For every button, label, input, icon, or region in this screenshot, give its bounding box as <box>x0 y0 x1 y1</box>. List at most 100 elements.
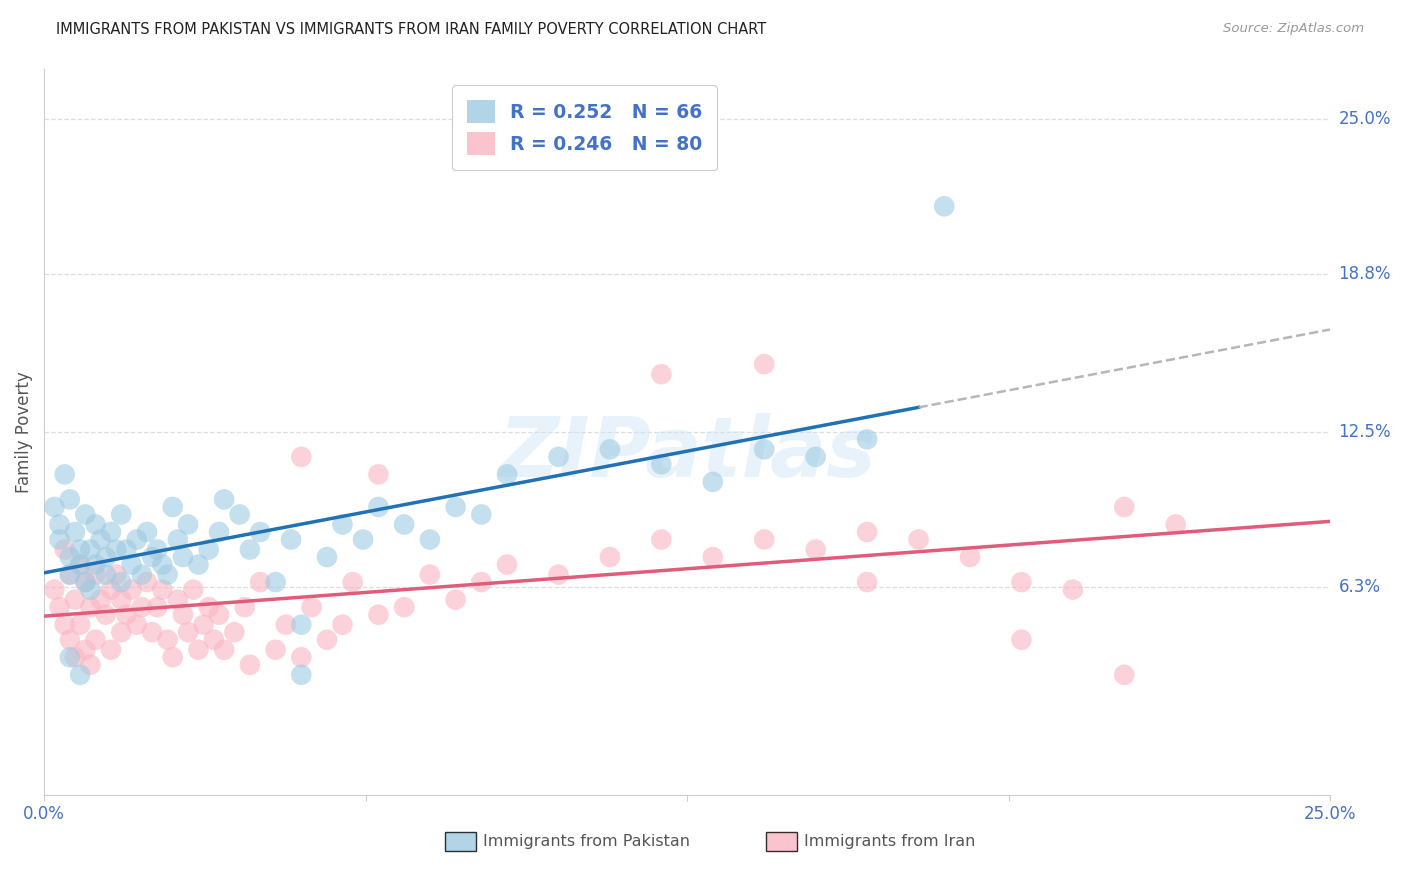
Point <box>115 607 138 622</box>
Point <box>146 542 169 557</box>
Point <box>650 533 672 547</box>
Point <box>100 582 122 597</box>
Point <box>193 617 215 632</box>
Point <box>44 582 66 597</box>
Point <box>63 592 86 607</box>
Point <box>75 575 97 590</box>
Point <box>1010 632 1032 647</box>
Point <box>934 199 956 213</box>
Point <box>599 550 621 565</box>
Point <box>63 650 86 665</box>
Point <box>110 575 132 590</box>
Point <box>392 600 415 615</box>
Point <box>650 367 672 381</box>
Point <box>444 500 467 514</box>
Point <box>1010 575 1032 590</box>
Point <box>650 458 672 472</box>
Point <box>115 542 138 557</box>
Text: 18.8%: 18.8% <box>1339 265 1391 283</box>
Point <box>959 550 981 565</box>
Point <box>141 550 163 565</box>
Point <box>131 567 153 582</box>
Point <box>94 550 117 565</box>
Point <box>352 533 374 547</box>
Point <box>105 542 128 557</box>
Point <box>249 575 271 590</box>
Point <box>228 508 250 522</box>
Point <box>1062 582 1084 597</box>
Point <box>856 432 879 446</box>
Text: 6.3%: 6.3% <box>1339 578 1381 596</box>
Point <box>53 542 76 557</box>
Point <box>332 517 354 532</box>
Text: 12.5%: 12.5% <box>1339 423 1391 441</box>
Point <box>75 642 97 657</box>
Point <box>48 517 70 532</box>
Point <box>110 625 132 640</box>
Point <box>84 632 107 647</box>
Point <box>166 592 188 607</box>
Point <box>208 607 231 622</box>
Point <box>84 517 107 532</box>
Point <box>162 500 184 514</box>
Point <box>69 542 91 557</box>
Point <box>419 567 441 582</box>
Point <box>84 558 107 572</box>
Point <box>197 600 219 615</box>
Point <box>197 542 219 557</box>
Text: Source: ZipAtlas.com: Source: ZipAtlas.com <box>1223 22 1364 36</box>
Point <box>79 600 101 615</box>
Point <box>177 625 200 640</box>
Point <box>208 524 231 539</box>
Point <box>316 550 339 565</box>
Point <box>166 533 188 547</box>
Point <box>156 632 179 647</box>
Point <box>274 617 297 632</box>
Point <box>702 475 724 489</box>
Point <box>172 607 194 622</box>
Point <box>181 582 204 597</box>
Point <box>90 592 112 607</box>
Point <box>804 542 827 557</box>
Point <box>239 657 262 672</box>
Text: 25.0%: 25.0% <box>1339 110 1391 128</box>
Legend: R = 0.252   N = 66, R = 0.246   N = 80: R = 0.252 N = 66, R = 0.246 N = 80 <box>451 85 717 170</box>
Text: IMMIGRANTS FROM PAKISTAN VS IMMIGRANTS FROM IRAN FAMILY POVERTY CORRELATION CHAR: IMMIGRANTS FROM PAKISTAN VS IMMIGRANTS F… <box>56 22 766 37</box>
Point <box>121 582 143 597</box>
Point <box>136 575 159 590</box>
Point <box>187 642 209 657</box>
Point <box>177 517 200 532</box>
Point <box>280 533 302 547</box>
Point <box>754 357 776 371</box>
Text: Immigrants from Iran: Immigrants from Iran <box>804 834 976 849</box>
Point <box>547 567 569 582</box>
Point <box>332 617 354 632</box>
Text: ZIPatlas: ZIPatlas <box>498 413 876 494</box>
Point <box>212 642 235 657</box>
Point <box>69 668 91 682</box>
Point <box>367 467 389 482</box>
Point <box>290 650 312 665</box>
Point <box>152 558 174 572</box>
Point <box>69 617 91 632</box>
Point <box>59 650 82 665</box>
Point <box>547 450 569 464</box>
Point <box>290 450 312 464</box>
Point <box>141 625 163 640</box>
Point <box>69 558 91 572</box>
Point <box>419 533 441 547</box>
Point <box>187 558 209 572</box>
Point <box>90 533 112 547</box>
Point <box>84 567 107 582</box>
Point <box>121 558 143 572</box>
Point <box>48 600 70 615</box>
Point <box>212 492 235 507</box>
Point <box>59 550 82 565</box>
Point <box>94 567 117 582</box>
Point <box>907 533 929 547</box>
Point <box>301 600 323 615</box>
Point <box>290 668 312 682</box>
Point <box>290 617 312 632</box>
Point <box>75 508 97 522</box>
Point <box>146 600 169 615</box>
